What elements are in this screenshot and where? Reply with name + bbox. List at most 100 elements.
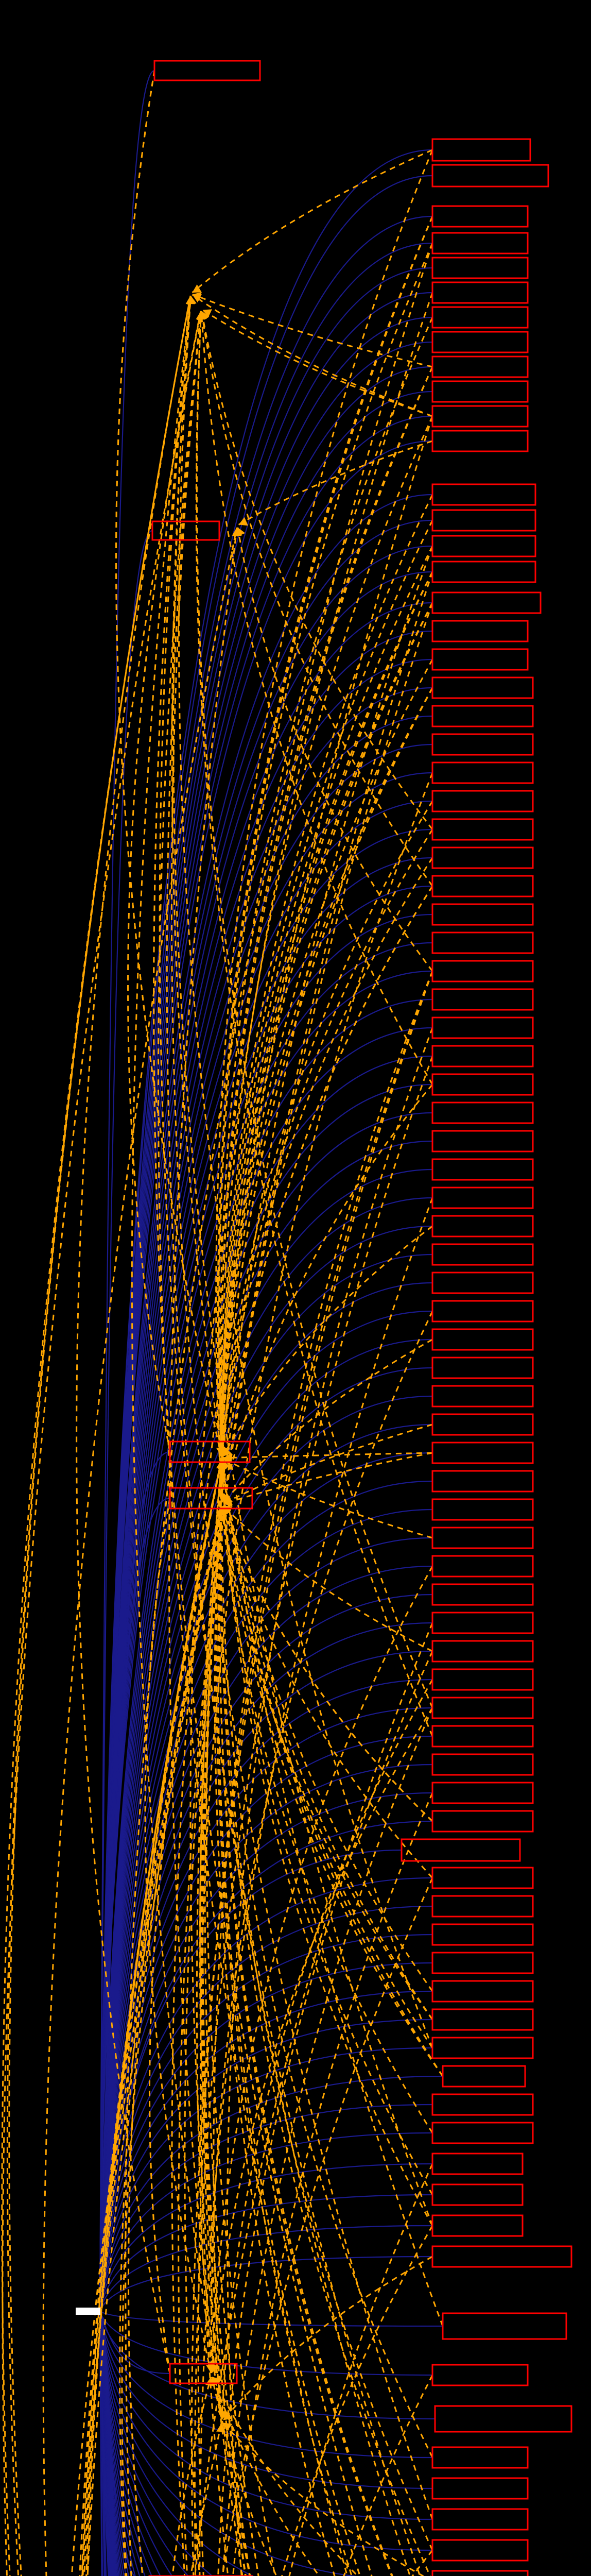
graph-node[interactable]: [431, 1952, 534, 1974]
graph-node[interactable]: [431, 931, 534, 954]
graph-node[interactable]: [431, 281, 529, 304]
graph-node[interactable]: [431, 1640, 534, 1663]
tree-edge: [99, 2311, 161, 2576]
graph-node[interactable]: [431, 1187, 534, 1209]
graph-node[interactable]: [431, 2539, 529, 2562]
graph-node[interactable]: [431, 2245, 572, 2268]
graph-node[interactable]: [431, 1697, 534, 1719]
graph-node[interactable]: [431, 1725, 534, 1748]
graph-node[interactable]: [431, 648, 529, 671]
graph-node[interactable]: [169, 1487, 253, 1510]
root-node[interactable]: [76, 2308, 100, 2315]
graph-node[interactable]: [431, 2214, 524, 2237]
graph-node[interactable]: [431, 306, 529, 329]
graph-node[interactable]: [431, 1442, 534, 1464]
root-node-layer[interactable]: [76, 2308, 100, 2315]
graph-node[interactable]: [153, 60, 261, 81]
graph-node[interactable]: [431, 591, 542, 614]
graph-node[interactable]: [431, 405, 529, 428]
graph-node[interactable]: [431, 2093, 534, 2116]
graph-node[interactable]: [431, 1215, 534, 1238]
graph-node[interactable]: [431, 705, 534, 727]
graph-node[interactable]: [431, 355, 529, 378]
graph-node[interactable]: [431, 733, 534, 756]
tree-edge: [99, 2256, 433, 2312]
graph-node[interactable]: [431, 790, 534, 812]
graph-node[interactable]: [431, 1753, 534, 1776]
graph-node[interactable]: [431, 1527, 534, 1549]
dependency-edge: [221, 1679, 433, 2420]
graph-node[interactable]: [401, 1838, 521, 1862]
graph-node[interactable]: [431, 1385, 534, 1408]
graph-node[interactable]: [431, 2446, 529, 2469]
graph-node[interactable]: [431, 1243, 534, 1266]
graph-node[interactable]: [431, 205, 529, 228]
graph-node[interactable]: [431, 1867, 534, 1889]
graph-node[interactable]: [431, 1272, 534, 1294]
graph-node[interactable]: [431, 2122, 534, 2144]
graph-node[interactable]: [431, 138, 531, 162]
graph-node[interactable]: [431, 1810, 534, 1833]
node-layer[interactable]: [144, 60, 572, 2576]
tree-edge: [99, 2047, 433, 2312]
graph-node[interactable]: [431, 1923, 534, 1946]
graph-node[interactable]: [431, 2037, 534, 2059]
graph-node[interactable]: [431, 875, 534, 897]
graph-node[interactable]: [431, 2153, 524, 2175]
graph-node[interactable]: [431, 2364, 529, 2386]
graph-node[interactable]: [431, 430, 529, 452]
dependency-edge: [172, 295, 433, 2226]
graph-node[interactable]: [431, 960, 534, 982]
graph-node[interactable]: [431, 2183, 524, 2206]
graph-node[interactable]: [431, 1470, 534, 1493]
graph-node[interactable]: [431, 380, 529, 403]
graph-node[interactable]: [431, 232, 529, 255]
graph-node[interactable]: [434, 2405, 572, 2433]
graph-node[interactable]: [431, 2008, 534, 2031]
graph-node[interactable]: [431, 1583, 534, 1606]
graph-node[interactable]: [442, 2312, 567, 2340]
graph-node[interactable]: [431, 1300, 534, 1323]
graph-node[interactable]: [431, 620, 529, 642]
graph-node[interactable]: [431, 1101, 534, 1124]
graph-node[interactable]: [431, 1045, 534, 1067]
graph-node[interactable]: [431, 1073, 534, 1096]
graph-node[interactable]: [169, 2363, 238, 2384]
graph-node[interactable]: [151, 520, 220, 541]
graph-node[interactable]: [431, 1357, 534, 1379]
graph-node[interactable]: [431, 1668, 534, 1691]
graph-node[interactable]: [431, 1555, 534, 1578]
graph-node[interactable]: [431, 1782, 534, 1804]
graph-node[interactable]: [431, 164, 549, 188]
graph-node[interactable]: [431, 2477, 529, 2500]
graph-node[interactable]: [431, 257, 529, 279]
graph-node[interactable]: [431, 509, 536, 532]
graph-node[interactable]: [431, 561, 536, 583]
tree-edge: [99, 1480, 433, 2312]
graph-node[interactable]: [431, 761, 534, 784]
graph-node[interactable]: [431, 1895, 534, 1918]
dependency-edge: [200, 311, 433, 1085]
graph-node[interactable]: [431, 2570, 529, 2576]
graph-node[interactable]: [431, 1498, 534, 1521]
graph-node[interactable]: [169, 1440, 251, 1463]
graph-node[interactable]: [431, 818, 534, 841]
graph-node[interactable]: [431, 483, 536, 506]
graph-node[interactable]: [431, 1158, 534, 1181]
graph-node[interactable]: [431, 1980, 534, 2003]
graph-node[interactable]: [431, 988, 534, 1011]
graph-node[interactable]: [442, 2065, 526, 2088]
graph-node[interactable]: [431, 846, 534, 869]
graph-node[interactable]: [431, 903, 534, 926]
graph-node[interactable]: [431, 1413, 534, 1436]
graph-node[interactable]: [431, 2508, 529, 2531]
graph-node[interactable]: [431, 535, 536, 557]
dependency-edge: [221, 886, 433, 1503]
graph-node[interactable]: [431, 1130, 534, 1153]
graph-node[interactable]: [431, 1016, 534, 1039]
graph-node[interactable]: [431, 1612, 534, 1634]
graph-node[interactable]: [431, 1328, 534, 1351]
graph-node[interactable]: [431, 676, 534, 699]
graph-node[interactable]: [431, 331, 529, 353]
